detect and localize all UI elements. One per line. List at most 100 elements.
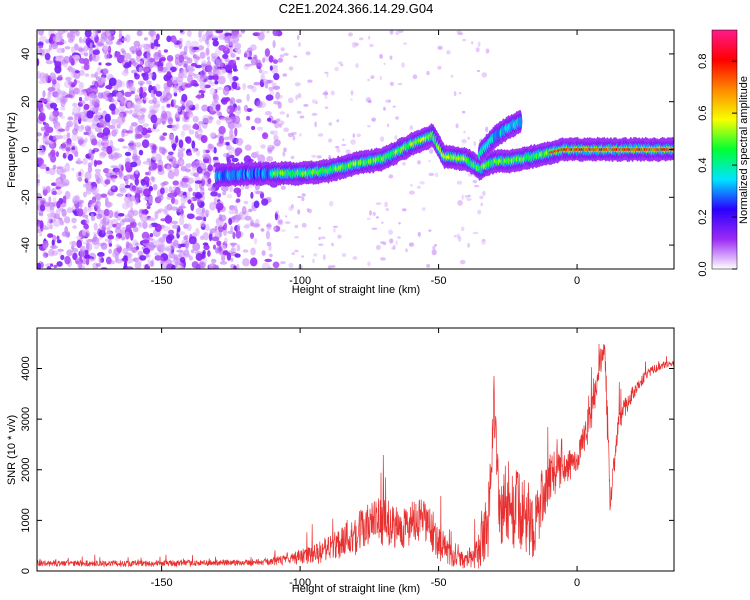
noise-speckle bbox=[217, 68, 222, 77]
noise-speckle bbox=[255, 59, 262, 67]
noise-speckle bbox=[395, 116, 400, 120]
noise-speckle bbox=[211, 236, 220, 242]
noise-speckle bbox=[252, 223, 261, 228]
noise-speckle bbox=[180, 195, 188, 204]
noise-speckle bbox=[328, 122, 333, 126]
noise-speckle bbox=[273, 73, 280, 81]
noise-speckle bbox=[89, 94, 98, 99]
noise-speckle bbox=[54, 60, 62, 68]
noise-speckle bbox=[432, 246, 436, 250]
noise-speckle bbox=[146, 50, 151, 60]
noise-speckle bbox=[117, 213, 125, 217]
noise-speckle bbox=[426, 70, 430, 76]
noise-speckle bbox=[121, 117, 126, 123]
noise-speckle bbox=[42, 90, 46, 98]
noise-speckle bbox=[402, 162, 406, 166]
noise-speckle bbox=[134, 177, 139, 186]
noise-speckle bbox=[269, 65, 273, 71]
noise-speckle bbox=[138, 149, 144, 156]
noise-speckle bbox=[170, 241, 176, 250]
noise-speckle bbox=[65, 233, 70, 239]
noise-speckle bbox=[180, 68, 188, 76]
noise-speckle bbox=[57, 248, 64, 252]
noise-speckle bbox=[129, 46, 138, 53]
noise-speckle bbox=[427, 160, 431, 163]
noise-speckle bbox=[223, 136, 230, 141]
noise-speckle bbox=[156, 43, 161, 47]
noise-speckle bbox=[356, 133, 362, 138]
noise-speckle bbox=[225, 44, 229, 52]
noise-speckle bbox=[271, 82, 277, 86]
noise-speckle bbox=[84, 125, 92, 132]
noise-speckle bbox=[131, 122, 138, 127]
noise-speckle bbox=[298, 42, 301, 47]
noise-speckle bbox=[275, 143, 280, 146]
noise-speckle bbox=[367, 78, 371, 82]
noise-speckle bbox=[236, 56, 240, 61]
noise-speckle bbox=[150, 114, 158, 124]
noise-speckle bbox=[219, 135, 224, 144]
noise-speckle bbox=[149, 233, 154, 238]
noise-speckle bbox=[171, 224, 179, 229]
trace-cell bbox=[517, 119, 523, 126]
noise-speckle bbox=[199, 70, 203, 79]
noise-speckle bbox=[55, 151, 60, 158]
noise-speckle bbox=[235, 230, 242, 239]
noise-speckle bbox=[72, 106, 81, 115]
noise-speckle bbox=[143, 97, 149, 101]
noise-speckle bbox=[166, 154, 174, 161]
noise-speckle bbox=[154, 252, 159, 256]
noise-speckle bbox=[224, 58, 230, 63]
noise-speckle bbox=[246, 93, 250, 102]
noise-speckle bbox=[111, 118, 118, 126]
noise-speckle bbox=[335, 145, 340, 149]
noise-speckle bbox=[53, 264, 58, 269]
noise-speckle bbox=[216, 109, 220, 116]
x-tick-label: -100 bbox=[289, 275, 311, 287]
noise-speckle bbox=[78, 139, 84, 145]
noise-speckle bbox=[111, 185, 116, 190]
noise-speckle bbox=[84, 73, 90, 77]
noise-speckle bbox=[229, 128, 234, 138]
noise-speckle bbox=[260, 144, 266, 149]
noise-speckle bbox=[262, 57, 266, 63]
noise-speckle bbox=[164, 205, 168, 214]
x-tick-label: -100 bbox=[289, 577, 311, 589]
snr-y-ticks: 0 1000 2000 3000 4000 bbox=[20, 356, 674, 574]
noise-speckle bbox=[236, 33, 243, 38]
noise-speckle bbox=[231, 215, 236, 220]
noise-speckle bbox=[123, 255, 128, 260]
noise-speckle bbox=[171, 264, 176, 269]
noise-speckle bbox=[48, 248, 55, 257]
noise-speckle bbox=[231, 157, 239, 163]
noise-speckle bbox=[88, 206, 94, 211]
noise-speckle bbox=[63, 55, 70, 64]
noise-speckle bbox=[230, 146, 235, 152]
noise-speckle bbox=[251, 125, 256, 131]
noise-speckle bbox=[385, 99, 391, 103]
noise-speckle bbox=[95, 160, 103, 165]
noise-speckle bbox=[485, 126, 489, 133]
noise-speckle bbox=[301, 196, 305, 202]
noise-speckle bbox=[318, 236, 321, 241]
noise-speckle bbox=[67, 80, 73, 86]
noise-speckle bbox=[381, 221, 384, 224]
noise-speckle bbox=[431, 249, 437, 256]
noise-speckle bbox=[187, 112, 194, 118]
noise-speckle bbox=[148, 44, 152, 48]
noise-speckle bbox=[92, 49, 101, 55]
y-tick-label: 0 bbox=[20, 568, 32, 574]
noise-speckle bbox=[108, 77, 117, 87]
noise-speckle bbox=[207, 30, 215, 33]
noise-speckle bbox=[244, 63, 253, 67]
noise-speckle bbox=[434, 243, 437, 247]
noise-speckle bbox=[121, 236, 126, 241]
noise-speckle bbox=[57, 128, 66, 132]
noise-speckle bbox=[462, 110, 466, 114]
noise-speckle bbox=[94, 193, 102, 201]
noise-speckle bbox=[199, 128, 203, 134]
noise-speckle bbox=[39, 163, 47, 170]
noise-speckle bbox=[476, 69, 481, 73]
noise-speckle bbox=[294, 224, 299, 229]
noise-speckle bbox=[272, 130, 279, 136]
